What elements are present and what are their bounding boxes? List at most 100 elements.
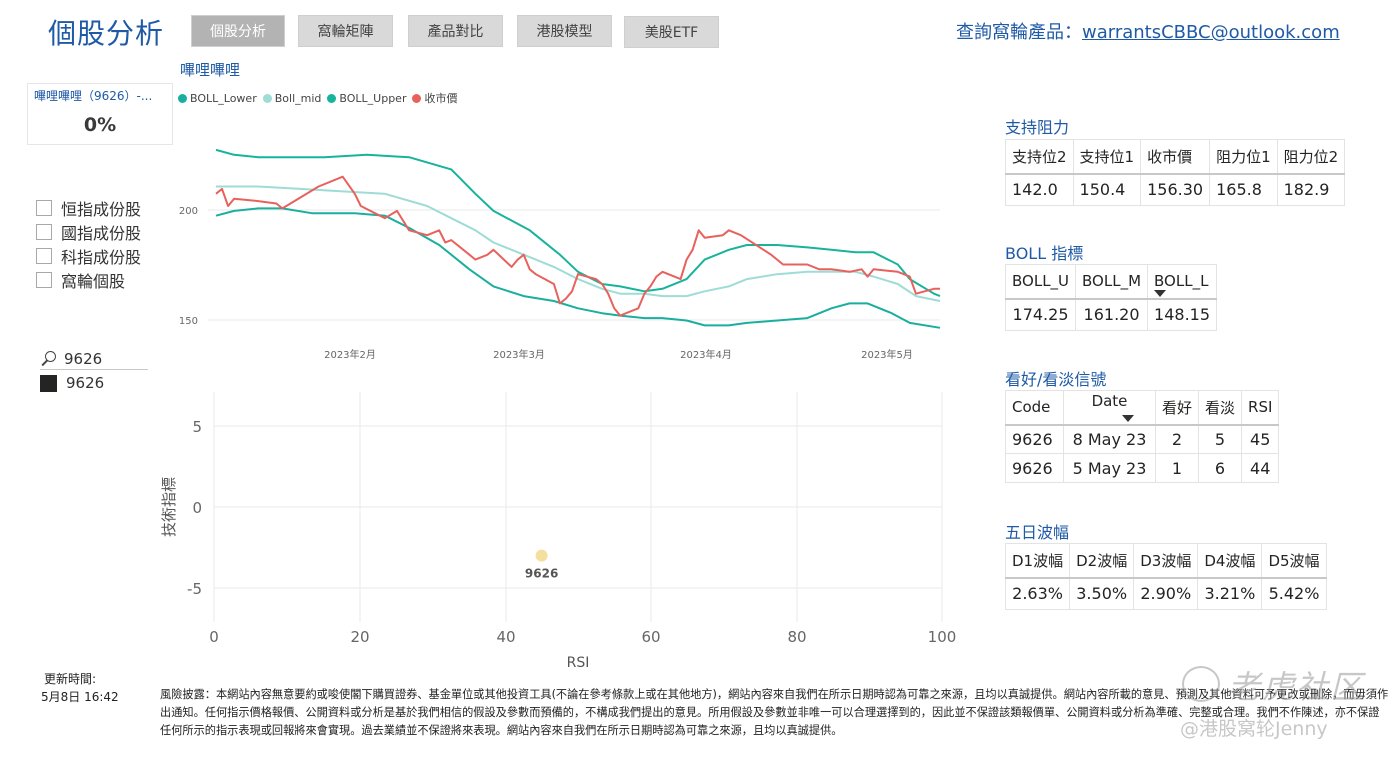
filter-hstech-constituents[interactable]: 科指成份股 (36, 244, 141, 268)
legend-label: Boll_mid (274, 91, 322, 105)
stock-change-card: 嗶哩嗶哩（9626）-... 0% (27, 83, 173, 145)
checkbox-icon[interactable] (36, 248, 52, 264)
series-line-boll-upper (215, 148, 941, 298)
contact-email-link[interactable]: warrantsCBBC@outlook.com (1082, 22, 1340, 43)
table-cell: 2 (1154, 424, 1200, 454)
column-header[interactable]: Date (1063, 390, 1156, 425)
tab-us-etf[interactable]: 美股ETF (624, 16, 719, 48)
column-header[interactable]: 看淡 (1198, 390, 1243, 425)
checkbox-icon[interactable] (36, 272, 52, 288)
table-row: 174.25 161.20 148.15 (1004, 298, 1218, 331)
sort-descending-icon[interactable] (1154, 289, 1167, 297)
series-line-close-price (215, 175, 940, 317)
table-row: 2.63% 3.50% 2.90% 3.21% 5.42% (1004, 577, 1327, 610)
legend-item-boll-upper[interactable]: BOLL_Upper (327, 92, 406, 105)
legend-dot-icon (412, 93, 422, 103)
series-line-boll-lower (215, 207, 941, 329)
column-header[interactable]: Code (1005, 390, 1064, 425)
five-day-volatility-table: D1波幅 D2波幅 D3波幅 D4波幅 D5波幅 2.63% 3.50% 2.9… (1004, 543, 1327, 610)
sort-descending-icon[interactable] (1122, 414, 1134, 422)
checkbox-icon[interactable] (36, 200, 52, 216)
table-cell: 174.25 (1004, 298, 1077, 331)
tab-product-compare[interactable]: 產品對比 (408, 15, 503, 47)
legend-item-boll-lower[interactable]: BOLL_Lower (178, 92, 257, 105)
table-cell: 5 (1198, 424, 1243, 454)
tab-hk-model[interactable]: 港股模型 (517, 15, 612, 47)
legend-label: BOLL_Lower (190, 91, 257, 105)
update-time-label: 更新時間: (44, 672, 97, 686)
column-header[interactable]: 阻力位2 (1276, 139, 1346, 174)
column-header[interactable]: BOLL_L (1147, 264, 1218, 299)
risk-disclaimer: 風險披露：本網站內容無意要約或唆使閣下購買證券、基金單位或其他投資工具(不論在參… (160, 688, 1389, 737)
column-header[interactable]: D3波幅 (1133, 543, 1199, 578)
y-tick-label: 200 (179, 206, 198, 217)
scatter-point-label: 9626 (525, 567, 558, 581)
legend-dot-icon (327, 93, 337, 103)
table-header-row: 支持位2 支持位1 收市價 阻力位1 阻力位2 (1005, 139, 1346, 174)
column-header[interactable]: D5波幅 (1261, 543, 1327, 578)
column-header-label: Date (1091, 392, 1128, 411)
filter-warrant-stocks[interactable]: 窩輪個股 (36, 268, 125, 292)
filter-hscei-constituents[interactable]: 國指成份股 (36, 220, 141, 244)
table-cell: 5 May 23 (1063, 453, 1156, 483)
table-cell: 165.8 (1209, 173, 1278, 206)
table-cell: 156.30 (1140, 173, 1211, 206)
table-cell: 5.42% (1261, 577, 1327, 610)
filter-label: 窩輪個股 (61, 272, 126, 291)
filter-hsi-constituents[interactable]: 恒指成份股 (36, 196, 141, 220)
legend-item-close-price[interactable]: 收市價 (412, 90, 457, 106)
table-row: 9626 5 May 23 1 6 44 (1005, 453, 1280, 483)
filter-label: 恒指成份股 (61, 200, 142, 219)
legend-label: BOLL_Upper (339, 91, 407, 105)
column-header[interactable]: D1波幅 (1004, 543, 1071, 578)
table-cell: 44 (1241, 453, 1280, 483)
watermark-title: 老虎社区 (1228, 668, 1365, 706)
column-header-label: BOLL_L (1154, 272, 1209, 291)
tab-warrant-matrix[interactable]: 窩輪矩陣 (298, 15, 393, 47)
checkbox-icon[interactable] (36, 224, 52, 240)
table-cell: 3.21% (1197, 577, 1263, 610)
y-axis-label: 技術指標 (160, 477, 178, 537)
x-tick-label: 80 (787, 628, 806, 646)
column-header[interactable]: BOLL_U (1004, 264, 1077, 299)
contact-label: 查詢窩輪產品： (956, 22, 1082, 43)
column-header[interactable]: BOLL_M (1075, 264, 1149, 299)
table-cell: 148.15 (1147, 298, 1218, 331)
page-title: 個股分析 (48, 17, 165, 50)
column-header[interactable]: D4波幅 (1197, 543, 1263, 578)
tab-stock-analysis[interactable]: 個股分析 (191, 15, 285, 47)
column-header[interactable]: 收市價 (1140, 139, 1211, 174)
table-header-row: BOLL_U BOLL_M BOLL_L (1004, 264, 1218, 299)
search-value: 9626 (64, 349, 103, 368)
table-cell: 45 (1241, 424, 1280, 454)
legend-label: 收市價 (424, 92, 458, 105)
table-cell: 6 (1198, 453, 1243, 483)
signal-title: 看好/看淡信號 (1005, 370, 1107, 389)
signal-table: Code Date 看好 看淡 RSI 9626 8 May 23 2 5 45… (1005, 390, 1280, 483)
table-row: 9626 8 May 23 2 5 45 (1005, 424, 1280, 454)
line-chart-title: 嗶哩嗶哩 (180, 61, 241, 79)
five-day-volatility-title: 五日波幅 (1005, 523, 1070, 542)
x-tick-label: 100 (928, 628, 957, 646)
watermark: 老虎社区 @港股窝轮Jenny (1180, 662, 1395, 750)
line-chart-legend: BOLL_Lower Boll_mid BOLL_Upper 收市價 (178, 90, 463, 106)
x-tick-label: 2023年3月 (493, 348, 545, 361)
stock-search-input[interactable]: 9626 (40, 348, 148, 370)
scatter-point-9626[interactable] (535, 549, 548, 562)
checked-box-icon[interactable] (40, 374, 57, 392)
column-header[interactable]: D2波幅 (1069, 543, 1135, 578)
filter-label: 國指成份股 (61, 224, 142, 243)
contact-info: 查詢窩輪產品：warrantsCBBC@outlook.com (956, 18, 1340, 44)
column-header[interactable]: RSI (1241, 390, 1280, 425)
column-header[interactable]: 支持位2 (1005, 139, 1074, 174)
table-cell: 161.20 (1075, 298, 1149, 331)
y-tick-label: 150 (179, 316, 198, 327)
y-tick-label: -5 (187, 580, 202, 598)
slicer-item-9626[interactable]: 9626 (40, 374, 104, 392)
x-tick-label: 20 (350, 628, 369, 646)
legend-item-boll-mid[interactable]: Boll_mid (262, 91, 322, 105)
column-header[interactable]: 看好 (1154, 390, 1200, 425)
table-cell: 8 May 23 (1063, 424, 1156, 454)
column-header[interactable]: 支持位1 (1072, 139, 1142, 174)
column-header[interactable]: 阻力位1 (1209, 139, 1278, 174)
